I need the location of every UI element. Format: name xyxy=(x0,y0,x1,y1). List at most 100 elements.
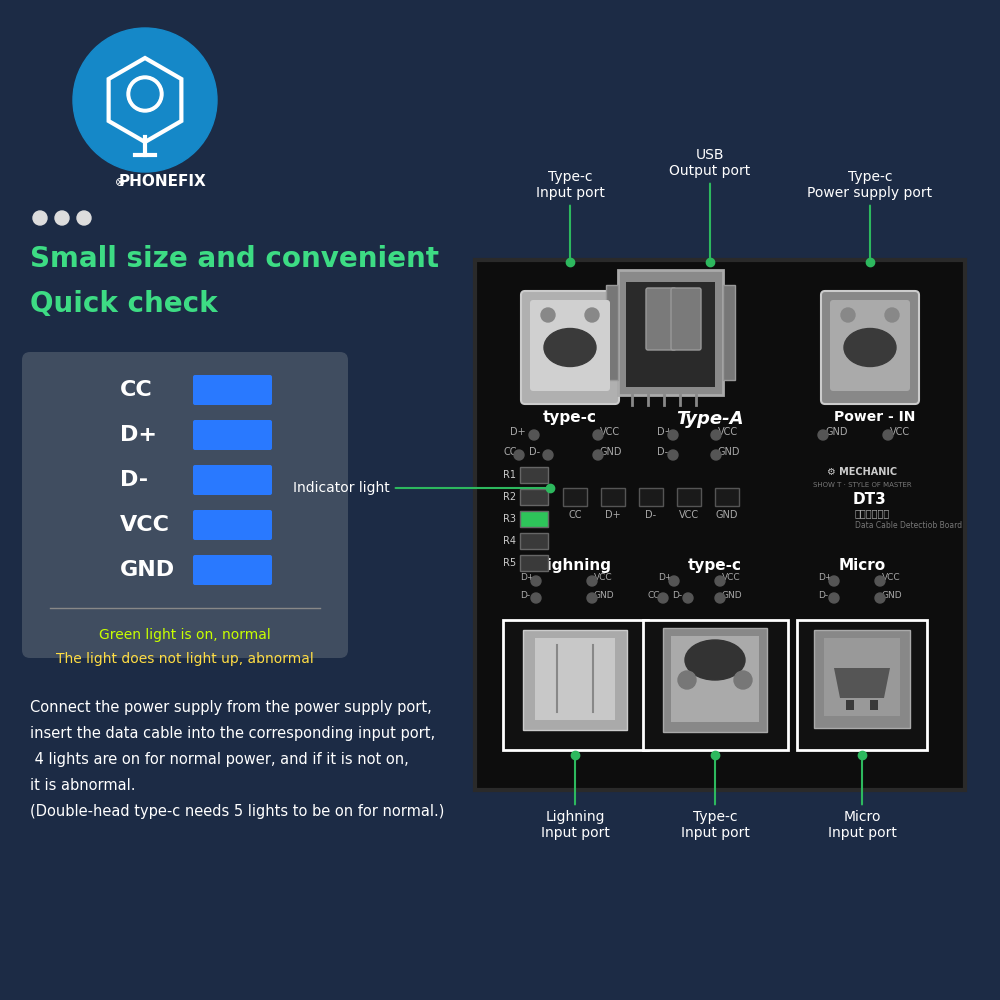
FancyBboxPatch shape xyxy=(520,489,548,505)
Text: SHOW T · STYLE OF MASTER: SHOW T · STYLE OF MASTER xyxy=(813,482,911,488)
FancyBboxPatch shape xyxy=(846,700,854,710)
Text: Type-c
Input port: Type-c Input port xyxy=(681,758,749,840)
Text: GND: GND xyxy=(594,590,615,599)
Text: D+: D+ xyxy=(605,510,621,520)
Text: Power - IN: Power - IN xyxy=(834,410,916,424)
Text: Connect the power supply from the power supply port,: Connect the power supply from the power … xyxy=(30,700,432,715)
Text: VCC: VCC xyxy=(890,427,910,437)
FancyBboxPatch shape xyxy=(193,375,272,405)
Circle shape xyxy=(587,593,597,603)
Circle shape xyxy=(678,671,696,689)
Text: D-: D- xyxy=(645,510,657,520)
Text: D-: D- xyxy=(657,447,668,457)
Circle shape xyxy=(818,430,828,440)
Text: Type-A: Type-A xyxy=(676,410,744,428)
FancyBboxPatch shape xyxy=(606,285,618,380)
Text: D+: D+ xyxy=(120,425,157,445)
Text: type-c: type-c xyxy=(688,558,742,573)
Circle shape xyxy=(585,308,599,322)
Text: GND: GND xyxy=(718,447,740,457)
Ellipse shape xyxy=(685,640,745,680)
Text: R3: R3 xyxy=(503,514,516,524)
Text: type-c: type-c xyxy=(543,410,597,425)
Text: CC: CC xyxy=(568,510,582,520)
FancyBboxPatch shape xyxy=(870,700,878,710)
Text: R5: R5 xyxy=(503,558,516,568)
Circle shape xyxy=(711,450,721,460)
Text: VCC: VCC xyxy=(679,510,699,520)
Circle shape xyxy=(829,576,839,586)
FancyBboxPatch shape xyxy=(797,620,927,750)
FancyBboxPatch shape xyxy=(530,300,610,391)
Text: ⊗: ⊗ xyxy=(115,176,125,188)
FancyBboxPatch shape xyxy=(521,291,619,404)
Text: Data Cable Detectiob Board: Data Cable Detectiob Board xyxy=(855,520,962,530)
Circle shape xyxy=(829,593,839,603)
FancyBboxPatch shape xyxy=(22,352,348,658)
FancyBboxPatch shape xyxy=(646,288,676,350)
FancyBboxPatch shape xyxy=(601,488,625,506)
Circle shape xyxy=(668,430,678,440)
FancyBboxPatch shape xyxy=(639,488,663,506)
Text: GND: GND xyxy=(120,560,175,580)
Circle shape xyxy=(593,450,603,460)
Text: GND: GND xyxy=(716,510,738,520)
FancyBboxPatch shape xyxy=(642,620,788,750)
Circle shape xyxy=(711,430,721,440)
Circle shape xyxy=(529,430,539,440)
FancyBboxPatch shape xyxy=(715,488,739,506)
FancyBboxPatch shape xyxy=(722,285,734,380)
FancyBboxPatch shape xyxy=(193,510,272,540)
Text: GND: GND xyxy=(825,427,848,437)
Circle shape xyxy=(885,308,899,322)
FancyBboxPatch shape xyxy=(475,260,965,790)
Text: DT3: DT3 xyxy=(853,492,887,508)
Circle shape xyxy=(734,671,752,689)
Text: VCC: VCC xyxy=(600,427,620,437)
Text: Quick check: Quick check xyxy=(30,290,218,318)
FancyBboxPatch shape xyxy=(520,555,548,571)
FancyBboxPatch shape xyxy=(626,282,714,387)
Circle shape xyxy=(715,593,725,603)
Text: 数据线检测板: 数据线检测板 xyxy=(855,508,890,518)
Text: 4 lights are on for normal power, and if it is not on,: 4 lights are on for normal power, and if… xyxy=(30,752,409,767)
FancyBboxPatch shape xyxy=(520,533,548,549)
Text: VCC: VCC xyxy=(722,574,741,582)
Text: D+: D+ xyxy=(818,574,832,582)
Circle shape xyxy=(875,593,885,603)
Circle shape xyxy=(73,28,217,172)
Text: D+: D+ xyxy=(657,427,673,437)
Text: VCC: VCC xyxy=(120,515,170,535)
Text: D-: D- xyxy=(529,447,540,457)
Text: VCC: VCC xyxy=(718,427,738,437)
Text: D-: D- xyxy=(672,590,682,599)
Text: D-: D- xyxy=(818,590,828,599)
Text: R1: R1 xyxy=(503,470,516,480)
Text: D-: D- xyxy=(520,590,530,599)
Text: ⚙ MECHANIC: ⚙ MECHANIC xyxy=(827,467,897,477)
Circle shape xyxy=(587,576,597,586)
Text: R2: R2 xyxy=(503,492,516,502)
FancyBboxPatch shape xyxy=(618,270,722,395)
Text: USB
Output port: USB Output port xyxy=(669,148,751,259)
Circle shape xyxy=(531,593,541,603)
Text: CC: CC xyxy=(648,590,660,599)
FancyBboxPatch shape xyxy=(535,638,615,720)
Circle shape xyxy=(593,430,603,440)
FancyBboxPatch shape xyxy=(671,288,701,350)
Text: VCC: VCC xyxy=(882,574,901,582)
Text: (Double-head type-c needs 5 lights to be on for normal.): (Double-head type-c needs 5 lights to be… xyxy=(30,804,444,819)
Text: D+: D+ xyxy=(510,427,526,437)
FancyBboxPatch shape xyxy=(193,465,272,495)
Text: GND: GND xyxy=(722,590,743,599)
Circle shape xyxy=(683,593,693,603)
Polygon shape xyxy=(834,668,890,698)
Text: The light does not light up, abnormal: The light does not light up, abnormal xyxy=(56,652,314,666)
FancyBboxPatch shape xyxy=(824,638,900,716)
Circle shape xyxy=(543,450,553,460)
FancyBboxPatch shape xyxy=(830,300,910,391)
Text: Type-c
Power supply port: Type-c Power supply port xyxy=(807,170,933,259)
Circle shape xyxy=(531,576,541,586)
Text: Indicator light: Indicator light xyxy=(293,481,547,495)
FancyBboxPatch shape xyxy=(663,628,767,732)
